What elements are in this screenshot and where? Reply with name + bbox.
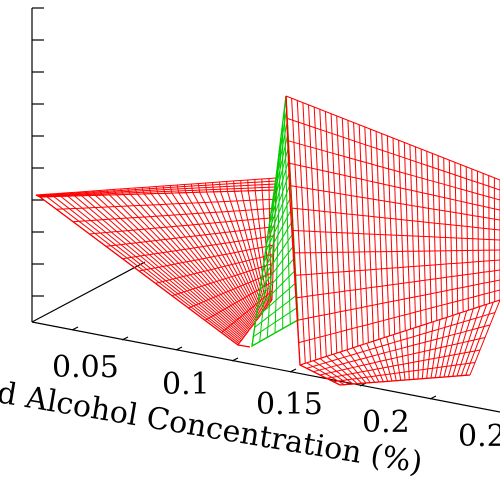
x-axis-ticks bbox=[71, 326, 437, 400]
surface-right-mesh bbox=[285, 95, 500, 386]
right-front-grid-v-3 bbox=[289, 162, 500, 211]
left-top-grid-v-1 bbox=[36, 180, 277, 196]
x-tick-0 bbox=[71, 326, 79, 331]
green-wall-grid-v-15 bbox=[255, 282, 297, 319]
x-tick-3 bbox=[231, 357, 239, 362]
green-wall-grid-v-4 bbox=[270, 145, 290, 216]
x-tick-4 bbox=[289, 368, 297, 373]
left-slope-grid-v-6 bbox=[138, 244, 275, 272]
left-slope-grid-v-5 bbox=[122, 235, 275, 260]
green-wall-grid-v-14 bbox=[256, 269, 296, 310]
left-slope-grid-v-9 bbox=[188, 272, 274, 309]
x-tick-label-4: 0.2 bbox=[458, 419, 500, 454]
green-wall-grid-v-17 bbox=[253, 307, 298, 338]
green-wall-grid-v-6 bbox=[267, 170, 291, 235]
left-top-grid-v-0 bbox=[35, 177, 277, 196]
right-edge bbox=[285, 95, 471, 386]
left-top-grid-v-3 bbox=[38, 186, 277, 197]
green-wall-grid-v-7 bbox=[266, 182, 292, 244]
x-tick-2 bbox=[175, 346, 183, 351]
right-front-grid-v-5 bbox=[291, 207, 500, 231]
right-front-grid-v-10 bbox=[297, 279, 500, 321]
green-wall-grid-v-8 bbox=[264, 195, 292, 253]
right-front-grid-v-7 bbox=[294, 249, 500, 254]
right-front-grid-v-11 bbox=[298, 289, 500, 344]
right-front-grid-v-0 bbox=[285, 95, 500, 181]
left-edge bbox=[35, 194, 251, 348]
right-front-grid-v-8 bbox=[295, 259, 500, 276]
z-axis-ticks bbox=[32, 7, 44, 297]
green-wall-grid-v-16 bbox=[254, 294, 298, 328]
right-front-grid-v-1 bbox=[287, 117, 500, 191]
right-bottom-grid-v-5 bbox=[333, 362, 476, 383]
surface-left-mesh bbox=[35, 177, 277, 348]
left-top-grid-v-2 bbox=[37, 183, 277, 197]
left-slope-grid-v-2 bbox=[72, 207, 276, 223]
right-bottom-grid-v-2 bbox=[313, 324, 491, 373]
left-slope-grid-v-3 bbox=[89, 217, 276, 235]
right-bottom-grid-v-0 bbox=[299, 299, 500, 366]
x-tick-6 bbox=[429, 395, 437, 400]
left-slope-grid-v-8 bbox=[171, 262, 274, 297]
x-tick-label-1: 0.1 bbox=[162, 367, 210, 402]
green-wall-grid-v-5 bbox=[268, 158, 290, 225]
left-slope-grid-v-0 bbox=[39, 189, 277, 198]
green-wall-grid-v-10 bbox=[262, 220, 294, 272]
x-tick-label-0: 0.05 bbox=[52, 350, 119, 385]
y-axis-line bbox=[31, 261, 146, 323]
green-wall-grid-v-3 bbox=[271, 133, 289, 207]
green-wall-grid-v-12 bbox=[259, 245, 295, 291]
right-bottom-grid-v-1 bbox=[306, 312, 496, 369]
left-slope-grid-v-4 bbox=[105, 226, 275, 247]
x-axis-line bbox=[31, 321, 500, 413]
right-bottom-grid-v-3 bbox=[319, 337, 486, 376]
right-front-grid-v-9 bbox=[296, 269, 500, 299]
green-wall-grid-v-13 bbox=[258, 257, 296, 300]
x-tick-label-3: 0.2 bbox=[362, 405, 410, 440]
left-slope-grid-v-1 bbox=[56, 198, 276, 210]
green-wall-grid-v-11 bbox=[260, 232, 294, 281]
right-bottom-grid-v-4 bbox=[326, 349, 481, 379]
right-front-grid-v-4 bbox=[290, 185, 500, 221]
green-wall-grid-v-9 bbox=[263, 207, 293, 263]
x-tick-label-2: 0.15 bbox=[256, 387, 323, 422]
right-front-grid-v-2 bbox=[288, 140, 500, 201]
left-slope-grid-v-7 bbox=[155, 253, 274, 284]
right-front-grid-v-6 bbox=[292, 230, 500, 241]
x-tick-1 bbox=[121, 336, 129, 341]
